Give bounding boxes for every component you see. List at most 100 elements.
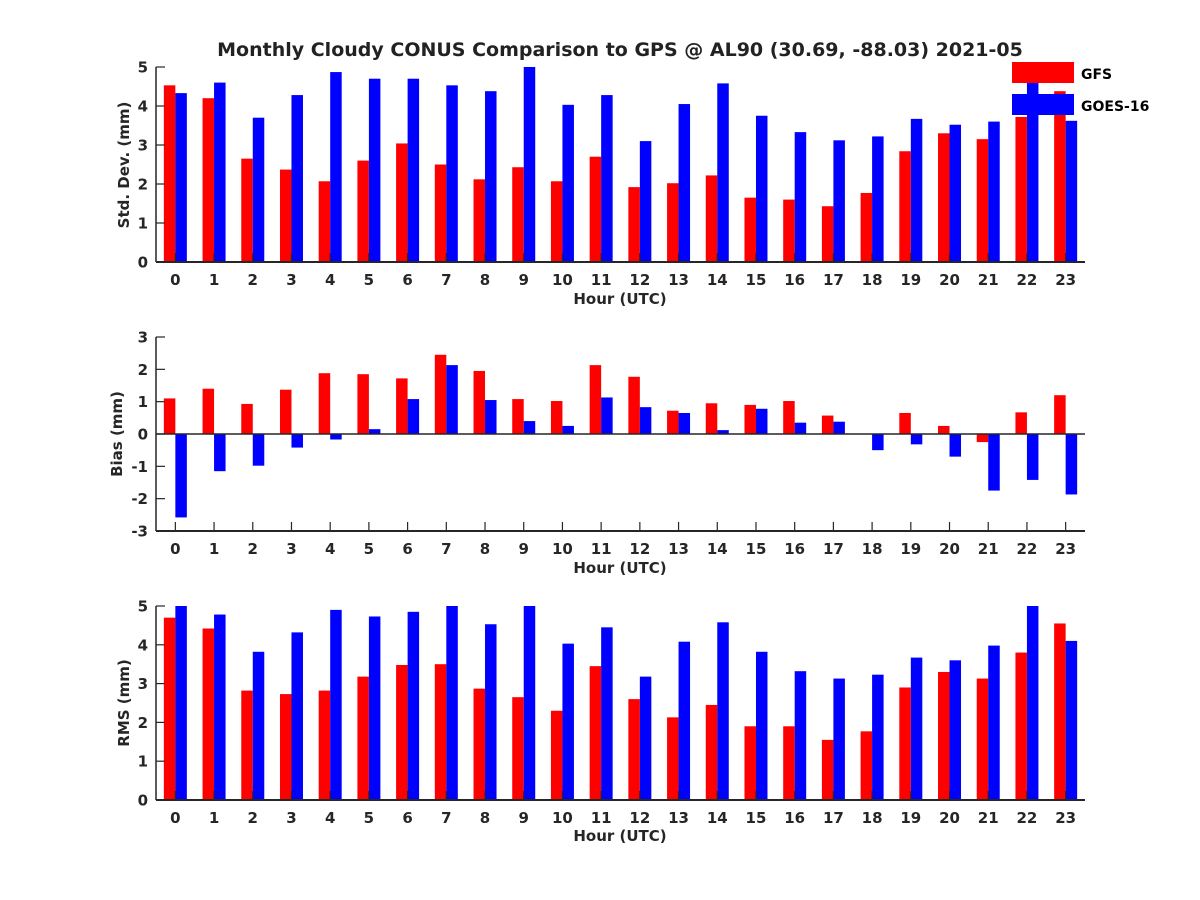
std-dev-x-tick-label: 16 <box>784 271 805 289</box>
std-dev-y-tick-label: 1 <box>138 215 148 233</box>
bias-x-tick-label: 16 <box>784 540 805 558</box>
std-dev-bar-gfs-10 <box>550 181 563 262</box>
rms-bar-gfs-17 <box>821 739 834 800</box>
rms-bar-goes-16-15 <box>755 651 768 800</box>
std-dev-x-tick-label: 3 <box>286 271 296 289</box>
rms-x-tick-label: 20 <box>939 809 960 827</box>
bias-x-tick-label: 22 <box>1017 540 1038 558</box>
rms-bar-goes-16-18 <box>872 674 884 800</box>
rms-y-tick-label: 4 <box>138 636 148 654</box>
rms-axes <box>155 605 1085 801</box>
std-dev-x-tick-label: 13 <box>668 271 689 289</box>
bias-x-axis-label: Hour (UTC) <box>573 559 666 577</box>
bias-x-tick-label: 5 <box>364 540 374 558</box>
bias-bar-goes-16-18 <box>872 434 884 451</box>
std-dev-x-tick-label: 19 <box>900 271 921 289</box>
rms-x-tick-label: 6 <box>402 809 412 827</box>
legend-label-gfs: GFS <box>1081 67 1112 83</box>
std-dev-bar-goes-16-16 <box>794 132 807 262</box>
std-dev-bar-goes-16-8 <box>485 91 497 263</box>
bias-bar-goes-16-16 <box>794 422 807 434</box>
bias-bar-gfs-1 <box>202 388 215 434</box>
bias-bar-goes-16-0 <box>175 434 187 518</box>
rms-bar-gfs-0 <box>163 617 176 800</box>
rms-bar-gfs-19 <box>899 687 911 800</box>
bias-x-tick-label: 18 <box>862 540 883 558</box>
std-dev-x-tick-label: 4 <box>325 271 335 289</box>
std-dev-bar-gfs-12 <box>628 187 640 262</box>
std-dev-y-tick-label: 2 <box>138 176 148 194</box>
bias-x-tick-label: 17 <box>823 540 844 558</box>
std-dev-bar-goes-16-13 <box>678 104 691 262</box>
std-dev-bar-goes-16-23 <box>1065 120 1078 262</box>
bias-y-axis-label: Bias (mm) <box>108 391 126 477</box>
std-dev-y-tick-label: 4 <box>138 98 148 116</box>
bias-x-tick-label: 11 <box>591 540 612 558</box>
bias-bar-goes-16-5 <box>368 429 381 434</box>
rms-bar-goes-16-20 <box>949 660 962 800</box>
legend-swatch-gfs <box>1012 62 1074 83</box>
std-dev-bar-goes-16-22 <box>1026 76 1039 262</box>
std-dev-x-tick-label: 1 <box>209 271 219 289</box>
rms-x-tick-label: 19 <box>900 809 921 827</box>
std-dev-y-axis-label: Std. Dev. (mm) <box>115 102 133 229</box>
rms-bar-goes-16-22 <box>1026 606 1039 800</box>
std-dev-x-tick-label: 18 <box>862 271 883 289</box>
std-dev-bar-goes-16-21 <box>988 121 1000 262</box>
std-dev-x-tick-label: 9 <box>519 271 529 289</box>
rms-bar-goes-16-6 <box>407 611 420 800</box>
legend-label-goes16: GOES-16 <box>1081 99 1149 115</box>
rms-bar-goes-16-0 <box>175 606 187 800</box>
std-dev-bar-gfs-7 <box>434 164 447 262</box>
std-dev-bar-gfs-23 <box>1054 91 1066 263</box>
std-dev-x-tick-labels: 0 1 2 3 4 5 6 7 8 9 10 11 12 13 14 15 16 17 18 19 20 21 22 23 <box>170 271 1076 289</box>
bias-x-tick-label: 13 <box>668 540 689 558</box>
rms-bar-goes-16-19 <box>910 657 923 800</box>
bias-x-tick-label: 0 <box>170 540 180 558</box>
bias-bar-gfs-23 <box>1054 395 1066 434</box>
std-dev-x-tick-label: 23 <box>1055 271 1076 289</box>
std-dev-bar-gfs-6 <box>396 143 408 262</box>
rms-x-tick-label: 16 <box>784 809 805 827</box>
bias-x-tick-label: 23 <box>1055 540 1076 558</box>
rms-x-tick-label: 4 <box>325 809 335 827</box>
rms-bar-goes-16-16 <box>794 671 807 800</box>
bias-bar-goes-16-15 <box>755 408 768 434</box>
rms-x-tick-label: 10 <box>552 809 573 827</box>
std-dev-x-tick-label: 7 <box>441 271 451 289</box>
bias-x-tick-label: 19 <box>900 540 921 558</box>
rms-bar-gfs-4 <box>318 690 331 800</box>
rms-bar-gfs-8 <box>473 688 486 800</box>
std-dev-x-axis-label: Hour (UTC) <box>573 290 666 308</box>
std-dev-x-tick-label: 22 <box>1017 271 1038 289</box>
std-dev-bar-gfs-5 <box>357 160 369 262</box>
std-dev-bar-gfs-3 <box>279 169 292 262</box>
rms-bar-goes-16-5 <box>368 616 381 800</box>
rms-x-tick-label: 22 <box>1017 809 1038 827</box>
std-dev-x-tick-label: 6 <box>402 271 412 289</box>
rms-bar-gfs-2 <box>241 690 253 800</box>
std-dev-bar-goes-16-0 <box>175 93 187 262</box>
std-dev-y-tick-labels: 0 1 2 3 4 5 <box>138 59 148 272</box>
rms-bar-goes-16-23 <box>1065 640 1078 800</box>
std-dev-x-tick-label: 8 <box>480 271 490 289</box>
rms-bar-gfs-10 <box>550 710 563 800</box>
std-dev-bar-goes-16-1 <box>214 82 226 262</box>
bias-bar-goes-16-17 <box>833 421 845 434</box>
rms-x-tick-label: 2 <box>248 809 258 827</box>
std-dev-bar-goes-16-12 <box>639 141 652 262</box>
rms-x-tick-label: 21 <box>978 809 999 827</box>
bias-bar-gfs-2 <box>241 403 253 434</box>
rms-x-tick-label: 7 <box>441 809 451 827</box>
bias-x-tick-label: 21 <box>978 540 999 558</box>
std-dev-bar-goes-16-19 <box>910 118 923 263</box>
bias-x-tick-label: 20 <box>939 540 960 558</box>
bias-bar-gfs-6 <box>396 378 408 434</box>
bias-y-tick-label: -2 <box>131 490 148 508</box>
rms-bar-gfs-3 <box>279 694 292 800</box>
rms-bar-gfs-5 <box>357 676 369 800</box>
bias-bar-gfs-0 <box>163 398 176 434</box>
rms-bar-gfs-20 <box>938 671 950 800</box>
